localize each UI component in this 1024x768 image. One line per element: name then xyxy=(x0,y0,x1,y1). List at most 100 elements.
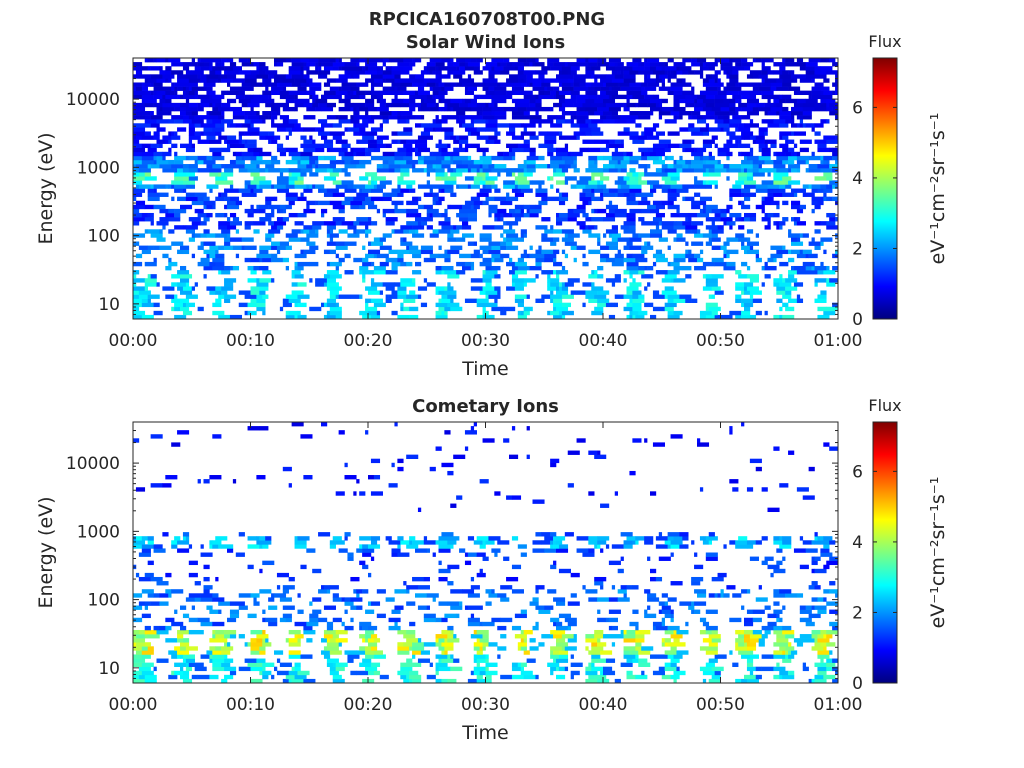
heatmap-cell xyxy=(271,119,275,124)
heatmap-cell xyxy=(711,257,724,263)
heatmap-cell xyxy=(300,237,310,242)
heatmap-cell xyxy=(259,536,266,541)
heatmap-cell xyxy=(611,94,616,100)
heatmap-cell xyxy=(735,646,748,651)
heatmap-cell xyxy=(409,646,413,651)
heatmap-cell xyxy=(758,168,771,173)
heatmap-cell xyxy=(685,249,689,255)
heatmap-cell xyxy=(749,62,754,67)
heatmap-cell xyxy=(309,135,313,140)
heatmap-cell xyxy=(329,164,336,169)
heatmap-cell xyxy=(694,180,704,185)
heatmap-cell xyxy=(826,225,839,230)
heatmap-cell xyxy=(215,102,222,108)
heatmap-cell xyxy=(482,184,486,189)
heatmap-cell xyxy=(473,249,480,255)
heatmap-cell xyxy=(556,188,560,193)
heatmap-cell xyxy=(400,278,413,283)
heatmap-cell xyxy=(291,74,304,79)
heatmap-cell xyxy=(206,119,213,124)
heatmap-cell xyxy=(509,123,522,128)
heatmap-cell xyxy=(620,115,633,120)
heatmap-cell xyxy=(702,155,710,161)
heatmap-cell xyxy=(150,601,160,606)
heatmap-cell xyxy=(177,196,187,202)
heatmap-cell xyxy=(397,119,407,124)
heatmap-cell xyxy=(441,164,451,169)
heatmap-cell xyxy=(429,135,433,140)
heatmap-cell xyxy=(823,544,830,549)
heatmap-cell xyxy=(347,225,357,230)
heatmap-cell xyxy=(511,278,524,283)
heatmap-cell xyxy=(617,82,630,87)
heatmap-cell xyxy=(817,270,824,275)
heatmap-cell xyxy=(144,678,157,684)
heatmap-cell xyxy=(791,217,795,222)
heatmap-cell xyxy=(699,90,707,96)
heatmap-cell xyxy=(409,229,416,234)
heatmap-cell xyxy=(177,629,190,635)
heatmap-cell xyxy=(447,168,454,173)
x-tick-label: 01:00 xyxy=(814,331,863,351)
heatmap-cell xyxy=(635,646,642,651)
heatmap-cell xyxy=(523,282,527,287)
heatmap-cell xyxy=(738,151,742,157)
heatmap-cell xyxy=(212,257,225,263)
heatmap-cell xyxy=(159,155,163,161)
heatmap-cell xyxy=(376,94,383,100)
heatmap-cell xyxy=(141,670,154,676)
heatmap-cell xyxy=(259,249,269,255)
heatmap-cell xyxy=(705,662,715,667)
heatmap-cell xyxy=(341,66,345,71)
heatmap-cell xyxy=(749,658,754,663)
heatmap-cell xyxy=(749,159,754,165)
heatmap-cell xyxy=(641,192,654,197)
heatmap-cell xyxy=(133,196,137,202)
heatmap-cell xyxy=(511,426,516,431)
heatmap-cell xyxy=(611,544,624,549)
heatmap-cell xyxy=(194,662,204,667)
heatmap-cell xyxy=(788,670,795,676)
heatmap-cell xyxy=(711,576,724,582)
heatmap-cell xyxy=(288,106,295,112)
heatmap-cell xyxy=(350,74,354,79)
heatmap-cell xyxy=(365,302,369,308)
heatmap-cell xyxy=(467,536,475,541)
heatmap-cell xyxy=(711,274,724,279)
heatmap-cell xyxy=(274,58,287,63)
heatmap-cell xyxy=(761,638,765,643)
heatmap-cell xyxy=(796,159,806,165)
heatmap-cell xyxy=(185,106,198,112)
heatmap-cell xyxy=(711,229,724,234)
heatmap-cell xyxy=(497,654,501,659)
heatmap-cell xyxy=(133,658,146,663)
heatmap-cell xyxy=(288,180,295,185)
heatmap-cell xyxy=(212,544,219,549)
heatmap-cell xyxy=(535,70,548,75)
heatmap-cell xyxy=(544,536,554,541)
heatmap-cell xyxy=(735,82,739,87)
heatmap-cell xyxy=(438,229,451,234)
heatmap-cell xyxy=(373,654,386,659)
heatmap-cell xyxy=(614,86,621,91)
heatmap-cell xyxy=(432,151,442,157)
heatmap-cell xyxy=(538,94,545,100)
heatmap-cell xyxy=(191,233,195,238)
heatmap-cell xyxy=(582,200,589,206)
heatmap-cell xyxy=(306,78,313,83)
heatmap-cell xyxy=(385,270,398,275)
heatmap-cell xyxy=(514,184,519,189)
heatmap-cell xyxy=(188,237,195,242)
heatmap-cell xyxy=(597,168,604,173)
heatmap-cell xyxy=(647,597,660,602)
heatmap-cell xyxy=(227,548,234,553)
heatmap-cell xyxy=(494,78,498,83)
heatmap-cell xyxy=(268,94,272,100)
heatmap-cell xyxy=(688,212,698,218)
heatmap-cell xyxy=(429,123,439,128)
heatmap-cell xyxy=(353,257,363,263)
heatmap-cell xyxy=(423,204,433,210)
heatmap-cell xyxy=(788,274,795,279)
heatmap-cell xyxy=(614,208,627,214)
heatmap-cell xyxy=(732,662,739,667)
